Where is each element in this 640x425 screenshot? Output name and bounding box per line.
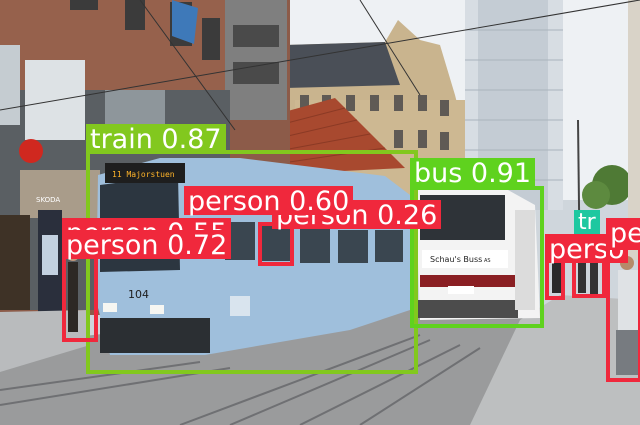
detection-label-bus: bus 0.91	[410, 158, 536, 187]
bus-company: Schau's Buss	[430, 255, 482, 264]
tram-number: 104	[128, 288, 149, 301]
sidewalk	[470, 295, 640, 425]
detection-box-person-far-right	[606, 246, 640, 382]
tram-destination: 11 Majorstuen	[112, 170, 175, 179]
detection-label-train: train 0.87	[86, 124, 226, 153]
tiled-roof	[255, 98, 405, 175]
detection-box-train	[86, 150, 418, 374]
round-tower	[225, 0, 287, 120]
detection-label-person-060: person 0.60	[184, 186, 354, 215]
red-sign	[19, 139, 43, 163]
bus-suffix: AS	[484, 258, 491, 264]
detection-label-tr: tr	[574, 210, 600, 234]
skoda-sign: SKODA	[36, 196, 60, 204]
detection-label-person-far-right: pe	[606, 218, 640, 247]
awning	[172, 0, 198, 44]
detection-label-person-right: perso	[545, 234, 629, 263]
detection-box-bus	[410, 186, 544, 328]
detection-label-person-072: person 0.72	[62, 230, 232, 259]
